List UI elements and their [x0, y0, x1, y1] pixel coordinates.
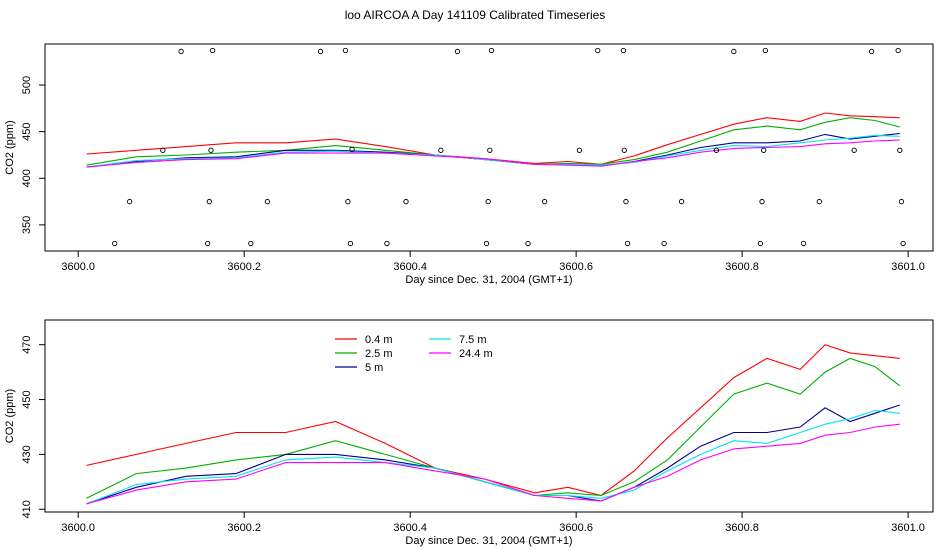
top-marker-point: [576, 147, 583, 153]
top-marker-point: [264, 198, 271, 205]
bottom-x-tick-label: 3600.4: [393, 522, 427, 534]
top-y-tick-label: 400: [21, 169, 33, 187]
top-marker-point: [208, 147, 214, 153]
bottom-y-tick-label: 450: [21, 390, 33, 408]
top-panel: 3600.0 3600.2 3600.4 3600.6 3600.8 3601.0 Day …: [4, 43, 934, 286]
top-marker-point: [483, 240, 490, 247]
top-marker-point: [349, 146, 355, 153]
top-marker-point: [678, 198, 685, 205]
chart-main-title: loo AIRCOA A Day 141109 Calibrated Times…: [344, 8, 606, 22]
top-marker-point: [541, 198, 548, 205]
top-marker-point: [127, 198, 133, 205]
top-x-tick-label: 3600.8: [725, 261, 759, 273]
top-series-line: [86, 134, 900, 168]
top-x-axis-label: Day since Dec. 31, 2004 (GMT+1): [405, 274, 572, 286]
top-marker-point: [816, 198, 822, 205]
top-marker-point: [868, 48, 875, 55]
bottom-x-tick-label: 3600.2: [227, 522, 261, 534]
top-marker-point: [206, 198, 212, 205]
top-marker-point: [205, 240, 211, 247]
top-marker-point: [898, 198, 905, 205]
top-series-line: [86, 139, 900, 168]
top-marker-point: [248, 240, 254, 247]
legend-label: 0.4 m: [365, 334, 393, 346]
top-marker-point: [209, 47, 216, 54]
top-marker-point: [178, 48, 184, 55]
top-marker-point: [897, 147, 903, 153]
top-marker-point: [345, 198, 351, 205]
top-plot-frame: [44, 43, 934, 252]
top-marker-point: [761, 147, 767, 153]
top-marker-point: [623, 198, 629, 205]
bottom-y-axis-label: CO2 (ppm): [4, 389, 16, 443]
top-x-tick-label: 3600.6: [559, 261, 593, 273]
bottom-y-tick-label: 430: [21, 445, 33, 463]
top-marker-point: [759, 198, 765, 205]
bottom-series-line: [86, 409, 900, 505]
top-marker-point: [624, 240, 631, 247]
top-marker-point: [160, 147, 166, 153]
bottom-x-tick-label: 3600.0: [61, 522, 95, 534]
top-marker-point: [403, 198, 409, 205]
top-series-line: [86, 112, 900, 165]
top-y-tick-label: 500: [21, 76, 33, 94]
top-marker-point: [438, 147, 444, 153]
bottom-x-axis-label: Day since Dec. 31, 2004 (GMT+1): [405, 535, 572, 547]
bottom-x-tick-label: 3601.0: [891, 522, 925, 534]
top-x-tick-label: 3600.4: [393, 261, 427, 273]
top-marker-point: [317, 48, 324, 55]
top-marker-point: [525, 240, 531, 247]
top-marker-point: [895, 47, 901, 54]
top-x-tick-label: 3600.2: [227, 261, 261, 273]
top-marker-point: [621, 147, 627, 153]
top-x-tick-label: 3600.0: [61, 261, 95, 273]
top-marker-point: [342, 47, 349, 54]
top-marker-point: [713, 147, 720, 153]
top-marker-point: [485, 198, 491, 205]
top-y-axis-label: CO2 (ppm): [4, 120, 16, 174]
top-marker-point: [595, 47, 601, 54]
legend-label: 7.5 m: [459, 334, 487, 346]
top-marker-point: [800, 240, 807, 247]
legend-label: 2.5 m: [365, 348, 393, 360]
bottom-series-line: [86, 404, 900, 505]
top-marker-point: [454, 48, 461, 55]
top-marker-point: [762, 47, 769, 54]
legend: 0.4 m 2.5 m 5 m 7.5 m 24.4 m: [335, 334, 493, 374]
bottom-x-tick-label: 3600.6: [559, 522, 593, 534]
top-marker-point: [900, 240, 906, 247]
top-x-tick-label: 3601.0: [891, 261, 925, 273]
top-marker-point: [384, 240, 390, 247]
legend-label: 5 m: [365, 362, 383, 374]
legend-label: 24.4 m: [459, 348, 493, 360]
bottom-series-line: [86, 423, 900, 505]
top-marker-point: [488, 47, 495, 54]
bottom-x-tick-label: 3600.8: [725, 522, 759, 534]
top-y-tick-label: 350: [21, 216, 33, 234]
bottom-series-line: [86, 344, 900, 497]
bottom-plot-frame: [44, 319, 934, 513]
top-marker-point: [620, 47, 627, 54]
top-marker-point: [661, 240, 667, 247]
top-marker-point: [487, 147, 493, 153]
top-series-line: [86, 117, 900, 166]
bottom-panel: 3600.0 3600.2 3600.4 3600.6 3600.8 3601.0 Day …: [4, 319, 934, 547]
bottom-y-tick-label: 470: [21, 336, 33, 354]
bottom-y-tick-label: 410: [21, 500, 33, 518]
top-marker-point: [347, 240, 354, 247]
top-marker-point: [851, 147, 857, 153]
top-marker-point: [757, 240, 764, 247]
top-marker-point: [112, 240, 118, 247]
top-marker-point: [731, 48, 737, 55]
top-y-tick-label: 450: [21, 122, 33, 140]
bottom-series-line: [86, 357, 901, 499]
